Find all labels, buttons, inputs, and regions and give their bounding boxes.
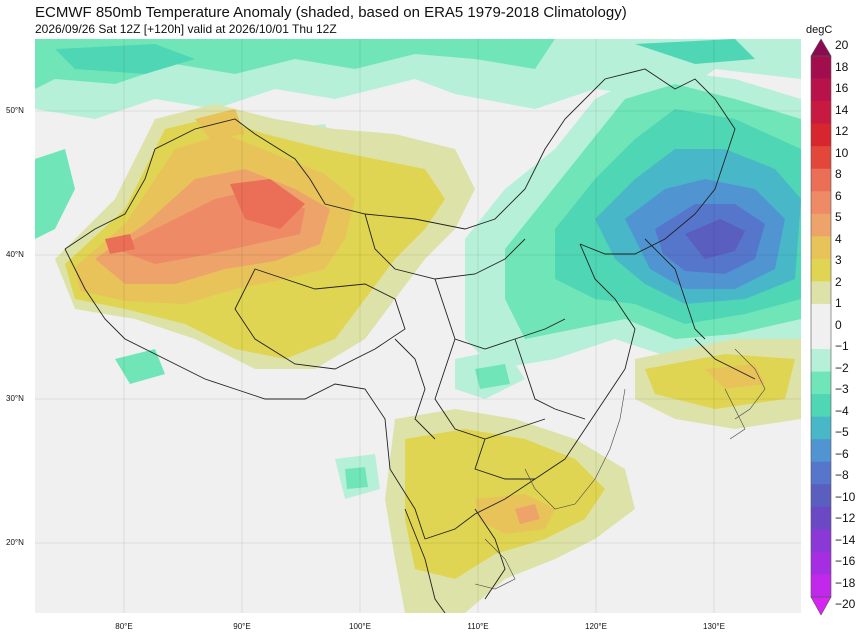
lat-label-50n: 50°N <box>6 106 24 115</box>
colorbar-swatch <box>811 281 831 305</box>
colorbar-tick-label: 20 <box>835 38 849 52</box>
colorbar-tick-label: −16 <box>835 554 856 568</box>
colorbar-extend-max <box>810 38 832 57</box>
colorbar-extend-min <box>810 596 832 616</box>
lat-label-20n: 20°N <box>6 538 24 547</box>
colorbar-tick-label: −5 <box>835 425 849 439</box>
colorbar-unit: degC <box>806 24 833 36</box>
colorbar-swatch <box>811 439 831 463</box>
colorbar-swatch <box>811 191 831 215</box>
colorbar-tick-label: −2 <box>835 360 849 375</box>
colorbar-tick-label: −6 <box>835 446 849 461</box>
colorbar-tick-label: 18 <box>835 59 849 74</box>
colorbar-tick-label: 3 <box>835 253 842 267</box>
northwest-warm-anomaly <box>55 104 475 369</box>
lon-label-90e: 90°E <box>233 622 251 631</box>
map-canvas <box>35 39 801 613</box>
colorbar-swatch <box>811 416 831 440</box>
chart-subtitle: 2026/09/26 Sat 12Z [+120h] valid at 2026… <box>35 22 337 36</box>
scattered-cool-spots <box>115 349 525 499</box>
colorbar-swatch <box>811 168 831 192</box>
coastline-lines <box>474 348 766 590</box>
colorbar <box>810 38 832 616</box>
colorbar-swatch <box>811 484 831 508</box>
colorbar-swatch <box>811 461 831 485</box>
anomaly-map <box>35 39 801 613</box>
colorbar-tick-label: −18 <box>835 575 856 590</box>
colorbar-swatch <box>811 303 831 327</box>
colorbar-tick-label: 4 <box>835 231 842 246</box>
colorbar-swatch <box>811 213 831 237</box>
colorbar-swatch <box>811 258 831 282</box>
colorbar-swatch <box>811 529 831 553</box>
colorbar-tick-label: 8 <box>835 167 842 181</box>
colorbar-swatch <box>811 574 831 598</box>
colorbar-tick-label: −14 <box>835 532 856 547</box>
colorbar-tick-label: −20 <box>835 597 856 611</box>
colorbar-tick-label: 5 <box>835 210 842 224</box>
colorbar-tick-label: 1 <box>835 296 842 310</box>
graticule <box>35 39 801 613</box>
colorbar-tick-label: 2 <box>835 274 842 289</box>
colorbar-tick-label: 6 <box>835 188 842 203</box>
colorbar-tick-label: 14 <box>835 102 849 117</box>
colorbar-swatch <box>811 506 831 530</box>
colorbar-swatch <box>811 236 831 260</box>
colorbar-swatch <box>811 56 831 79</box>
colorbar-tick-label: 12 <box>835 124 849 138</box>
lon-label-110e: 110°E <box>467 622 489 631</box>
south-warm-anomaly <box>385 339 801 613</box>
chart-title: ECMWF 850mb Temperature Anomaly (shaded,… <box>35 4 627 21</box>
northeast-cold-anomaly <box>465 69 801 369</box>
colorbar-tick-label: 0 <box>835 317 842 332</box>
colorbar-swatch <box>811 371 831 395</box>
colorbar-swatch <box>811 551 831 575</box>
lon-label-100e: 100°E <box>349 622 371 631</box>
lon-label-120e: 120°E <box>585 622 607 631</box>
lon-label-130e: 130°E <box>703 622 725 631</box>
colorbar-tick-label: −1 <box>835 339 849 353</box>
boundary-lines <box>64 68 756 613</box>
colorbar-swatch <box>811 394 831 418</box>
colorbar-tick-label: −3 <box>835 382 849 396</box>
lat-label-40n: 40°N <box>6 250 24 259</box>
lat-label-30n: 30°N <box>6 394 24 403</box>
colorbar-swatch <box>811 146 831 170</box>
colorbar-tick-label: −8 <box>835 468 849 482</box>
colorbar-swatch <box>811 326 831 350</box>
colorbar-tick-label: −12 <box>835 511 856 525</box>
colorbar-swatch <box>811 349 831 372</box>
colorbar-tick-label: −4 <box>835 403 849 418</box>
colorbar-outline <box>810 55 832 598</box>
colorbar-tick-label: 16 <box>835 81 849 95</box>
colorbar-tick-label: −10 <box>835 489 856 504</box>
colorbar-swatch <box>811 78 831 102</box>
colorbar-swatch <box>811 101 831 125</box>
colorbar-swatch <box>811 123 831 147</box>
colorbar-tick-label: 10 <box>835 145 849 160</box>
lon-label-80e: 80°E <box>115 622 133 631</box>
